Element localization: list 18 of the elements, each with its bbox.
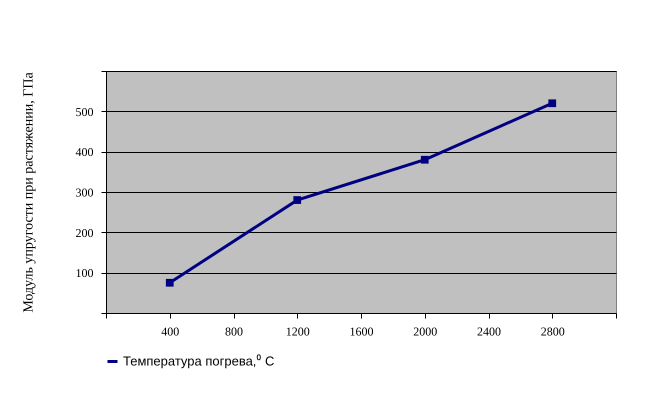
x-tick-label: 2400: [477, 324, 501, 338]
point: [166, 278, 174, 287]
x-tick-label: 2800: [540, 324, 565, 338]
y-tick-label: 200: [76, 226, 94, 240]
x-tick-label: 1200: [286, 324, 310, 338]
y-tick-label: 400: [76, 145, 94, 160]
x-tick-label: 800: [225, 324, 243, 338]
y-tick-label: 500: [76, 104, 94, 119]
point: [293, 196, 302, 204]
x-tick-label: 1600: [350, 324, 374, 338]
x-tick-label: 400: [161, 324, 180, 338]
legend-label: Температура погрева,⁰ С: [123, 354, 274, 368]
x-tick-label: 2000: [413, 324, 438, 338]
point: [420, 156, 429, 164]
point: [548, 99, 556, 108]
y-tick-label: 100: [76, 266, 94, 280]
y-tick-label: 300: [76, 186, 94, 200]
y-axis-title: Модуль упругости при растяжении, ГПа: [22, 72, 36, 313]
